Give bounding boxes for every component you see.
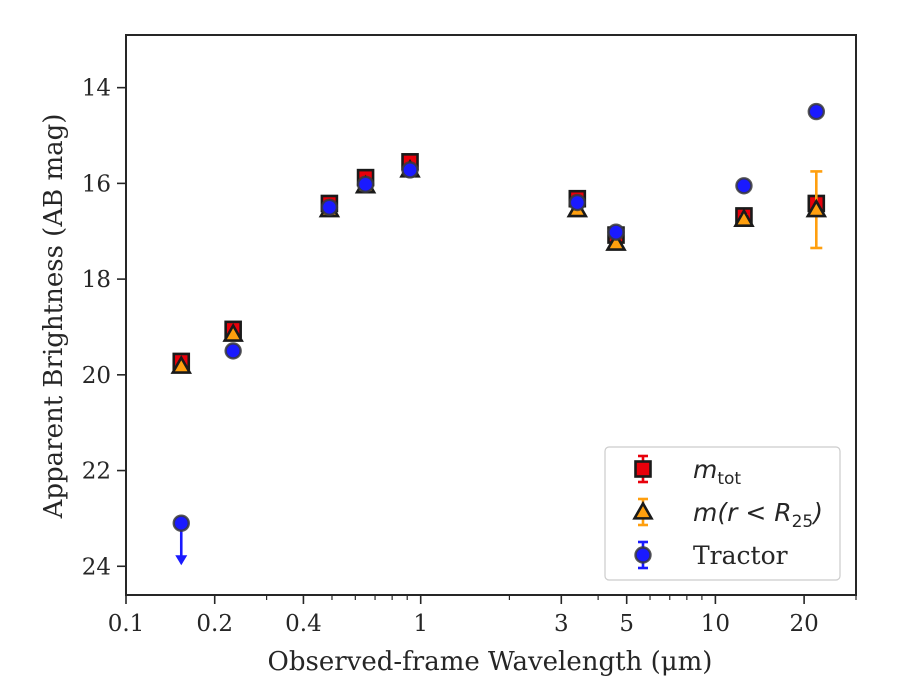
data-point bbox=[568, 193, 587, 212]
x-tick-label: 5 bbox=[619, 611, 634, 637]
series-circle bbox=[172, 102, 826, 566]
x-axis-title: Observed-frame Wavelength (μm) bbox=[268, 647, 713, 677]
y-tick-label: 16 bbox=[82, 171, 111, 197]
series-square bbox=[172, 153, 826, 371]
data-point bbox=[807, 102, 826, 121]
legend-marker bbox=[632, 500, 654, 520]
x-tick-label: 1 bbox=[413, 611, 428, 637]
y-tick-label: 22 bbox=[82, 459, 111, 485]
data-point bbox=[805, 198, 828, 218]
x-tick-label: 3 bbox=[554, 611, 569, 637]
data-marks bbox=[170, 102, 828, 566]
legend-box bbox=[604, 446, 841, 581]
data-point bbox=[733, 208, 755, 227]
x-tick-label: 0.2 bbox=[196, 611, 233, 637]
y-axis-title: Apparent Brightness (AB mag) bbox=[39, 114, 69, 520]
x-tick-label: 20 bbox=[789, 611, 818, 637]
x-tick-label: 10 bbox=[701, 611, 730, 637]
data-point bbox=[735, 177, 753, 195]
upper-limit-arrowhead bbox=[175, 555, 188, 566]
plot-frame bbox=[125, 34, 857, 596]
axis-ticks: 0.1 0.2 0.4 1 3 5 10 20 14 16 18 20 22 24 bbox=[82, 76, 857, 637]
data-point bbox=[605, 232, 627, 251]
legend-label: mtot bbox=[693, 455, 741, 489]
data-point bbox=[607, 223, 625, 241]
data-point bbox=[320, 198, 339, 217]
data-point bbox=[356, 175, 375, 194]
legend: mtot m(r < R25) Tractor bbox=[604, 446, 841, 581]
data-point bbox=[224, 342, 242, 360]
legend-marker bbox=[634, 546, 652, 564]
x-tick-label: 0.4 bbox=[285, 611, 322, 637]
y-tick-label: 24 bbox=[82, 554, 111, 580]
data-point bbox=[222, 323, 244, 342]
y-tick-label: 18 bbox=[82, 267, 111, 293]
y-tick-label: 20 bbox=[82, 363, 111, 389]
x-tick-label: 0.1 bbox=[108, 611, 145, 637]
y-tick-label: 14 bbox=[82, 76, 111, 102]
data-point bbox=[170, 355, 193, 374]
series-triangle bbox=[170, 158, 828, 374]
data-point bbox=[401, 161, 419, 179]
data-point bbox=[172, 514, 190, 532]
legend-label: Tractor bbox=[693, 541, 788, 570]
legend-label: m(r < R25) bbox=[693, 498, 823, 532]
legend-marker bbox=[634, 460, 652, 478]
